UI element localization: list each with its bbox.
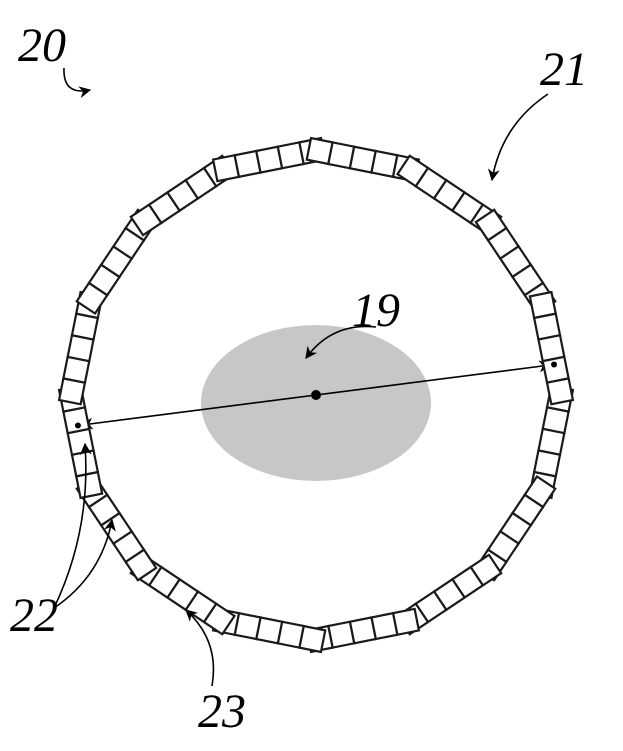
leader-arrow — [54, 520, 112, 608]
leader-arrow — [492, 94, 548, 180]
leader-arrow — [64, 68, 90, 91]
label-23: 23 — [198, 684, 246, 739]
hit-crystal-dot — [75, 423, 81, 429]
label-19: 19 — [352, 283, 400, 338]
hit-crystal-dot — [551, 361, 557, 367]
label-22: 22 — [10, 588, 58, 643]
label-21: 21 — [540, 42, 588, 97]
detector-module — [530, 292, 573, 404]
label-20: 20 — [18, 18, 66, 73]
detector-crystal — [547, 378, 573, 404]
imaged-object — [201, 325, 431, 481]
